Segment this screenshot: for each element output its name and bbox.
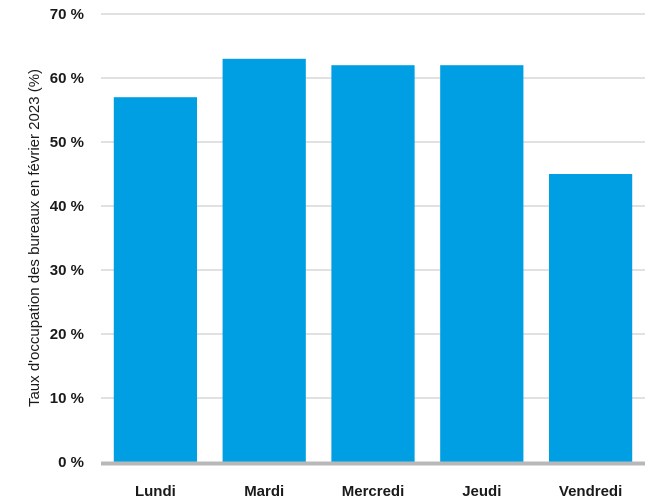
y-tick-label: 50 % <box>50 134 84 151</box>
x-tick-label: Mercredi <box>342 483 405 500</box>
y-axis-ticks: 0 % 10 % 20 % 30 % 40 % 50 % 60 % 70 % <box>50 6 84 471</box>
y-axis-title: Taux d'occupation des bureaux en février… <box>26 69 43 407</box>
y-tick-label: 40 % <box>50 198 84 215</box>
y-tick-label: 0 % <box>58 454 84 471</box>
x-tick-label: Jeudi <box>462 483 501 500</box>
bar-lundi <box>113 97 198 462</box>
bar-mercredi <box>331 65 415 462</box>
y-tick-label: 20 % <box>50 326 84 343</box>
x-tick-label: Lundi <box>135 483 176 500</box>
y-tick-label: 10 % <box>50 390 84 407</box>
x-tick-label: Mardi <box>244 483 284 500</box>
y-tick-label: 70 % <box>50 6 84 23</box>
bar-mardi <box>222 58 306 463</box>
bars <box>113 58 633 463</box>
x-axis-ticks: Lundi Mardi Mercredi Jeudi Vendredi <box>135 483 622 500</box>
x-tick-label: Vendredi <box>559 483 622 500</box>
y-tick-label: 30 % <box>50 262 84 279</box>
y-tick-label: 60 % <box>50 70 84 87</box>
bar-vendredi <box>548 174 633 462</box>
bar-jeudi <box>440 65 524 462</box>
